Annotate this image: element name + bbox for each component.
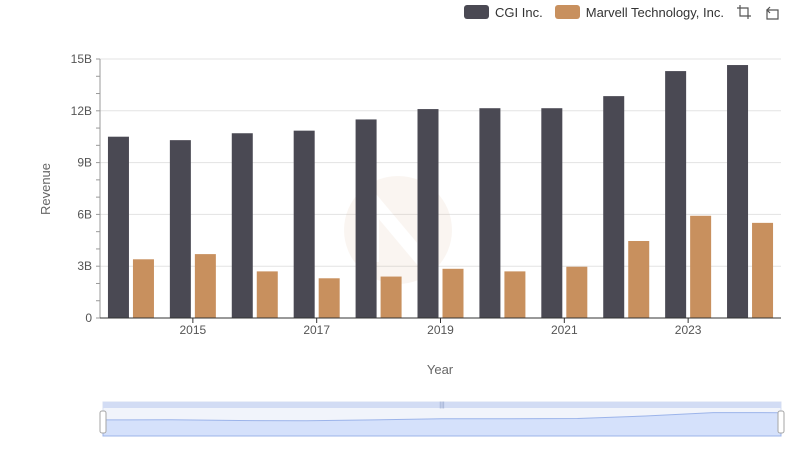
bar-marvell-2016[interactable] [256,271,278,318]
x-tick-label: 2019 [427,323,454,337]
bar-marvell-2018[interactable] [380,276,402,318]
bar-cgi-2024[interactable] [727,65,749,318]
bar-marvell-2020[interactable] [504,271,526,318]
bar-cgi-2016[interactable] [231,133,253,318]
bar-marvell-2021[interactable] [566,266,588,318]
legend-item-marvell[interactable]: Marvell Technology, Inc. [554,4,724,20]
legend-item-cgi[interactable]: CGI Inc. [464,5,543,20]
data-zoom-slider[interactable]: ||| [99,401,785,437]
x-axis-title: Year [427,362,454,377]
legend-label-marvell: Marvell Technology, Inc. [585,4,724,20]
bar-cgi-2021[interactable] [541,108,563,319]
legend: CGI Inc. Marvell Technology, Inc. [464,4,780,20]
legend-swatch-cgi [464,5,490,19]
y-axis-title: Revenue [38,163,53,215]
bar-cgi-2015[interactable] [169,140,191,318]
legend-swatch-marvell [554,5,580,19]
bar-marvell-2024[interactable] [752,222,774,318]
bar-marvell-2014[interactable] [132,259,154,318]
bars [107,65,774,319]
bar-marvell-2022[interactable] [628,240,650,318]
y-tick-label: 6B [77,207,92,221]
x-axis: 2015 2017 2019 2021 2023 [100,317,781,337]
slider-top-bar[interactable] [103,402,781,408]
slider-preview-area [102,412,782,437]
y-tick-label: 12B [71,104,92,118]
x-tick-label: 2015 [180,323,207,337]
y-tick-label: 3B [77,259,92,273]
bar-cgi-2019[interactable] [417,109,439,318]
restore-icon[interactable] [764,4,780,20]
y-tick-label: 15B [71,52,92,66]
bar-cgi-2022[interactable] [603,96,625,318]
slider-grip-icon[interactable]: ||| [439,402,445,409]
bar-cgi-2014[interactable] [107,136,129,318]
bar-cgi-2017[interactable] [293,130,315,318]
y-tick-label: 0 [85,311,92,325]
y-axis: 0 3B 6B 9B 12B 15B [71,52,101,325]
x-tick-label: 2023 [675,323,702,337]
bar-marvell-2019[interactable] [442,268,464,318]
bar-cgi-2023[interactable] [665,71,687,318]
bar-marvell-2017[interactable] [318,278,340,318]
zoom-area-icon[interactable] [736,4,752,20]
bar-marvell-2023[interactable] [690,215,712,318]
y-tick-label: 9B [77,156,92,170]
x-tick-label: 2021 [551,323,578,337]
legend-label-cgi: CGI Inc. [495,4,543,20]
slider-handle-left[interactable] [99,410,107,434]
slider-handle-right[interactable] [777,410,785,434]
bar-cgi-2020[interactable] [479,108,501,319]
bar-cgi-2018[interactable] [355,119,377,318]
bar-marvell-2015[interactable] [194,254,216,318]
x-tick-label: 2017 [303,323,330,337]
